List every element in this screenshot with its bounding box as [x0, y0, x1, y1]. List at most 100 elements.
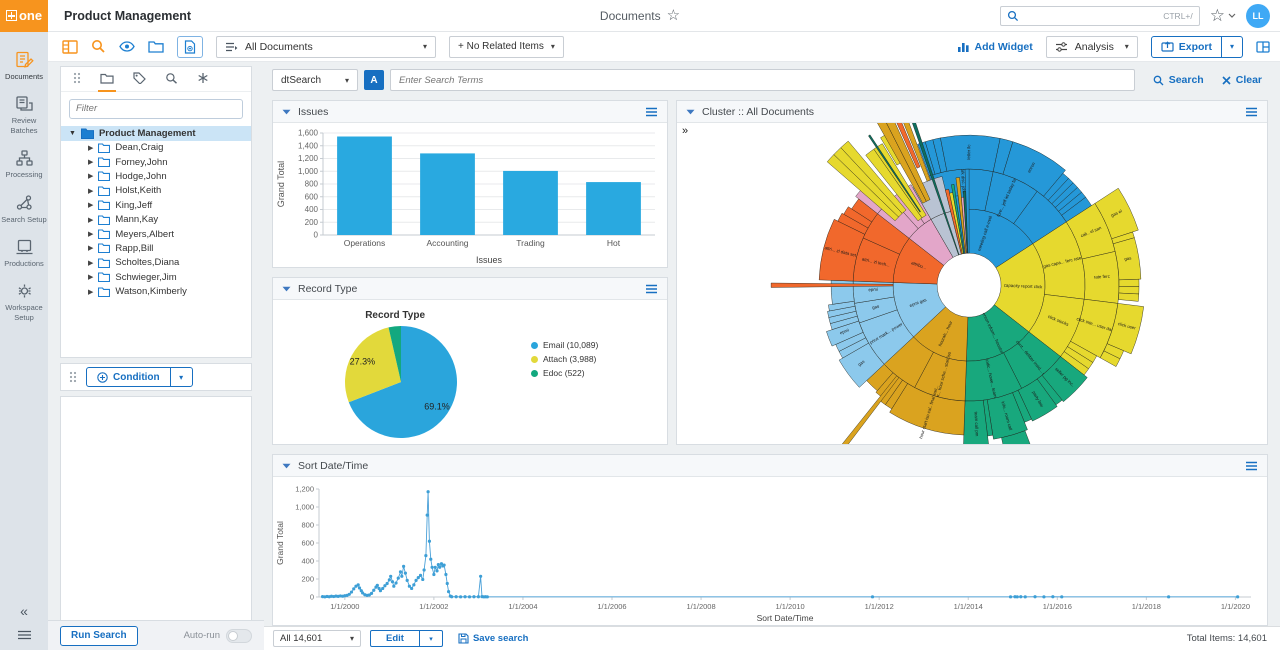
save-search-button[interactable]: Save search: [458, 633, 528, 644]
clear-button[interactable]: Clear: [1222, 74, 1262, 86]
caret-right-icon[interactable]: ▶: [88, 202, 94, 210]
documents-tab[interactable]: Documents ☆: [600, 8, 680, 23]
query-actions: Search Clear: [1141, 74, 1268, 86]
table-view-icon[interactable]: [62, 39, 78, 54]
widget-issues-header[interactable]: Issues: [273, 101, 667, 123]
condition-caret[interactable]: ▾: [179, 372, 184, 382]
export-button[interactable]: Export ▾: [1150, 35, 1243, 58]
add-condition-button[interactable]: Condition ▾: [86, 367, 193, 387]
related-items-dropdown[interactable]: + No Related Items ▾: [449, 35, 564, 58]
search-terms-input[interactable]: [390, 69, 1135, 91]
tree-folder-holst-keith[interactable]: ▶ Holst,Keith: [61, 184, 251, 198]
widget-menu-icon[interactable]: [1245, 107, 1258, 117]
drag-handle-icon[interactable]: [71, 67, 83, 92]
widget-menu-icon[interactable]: [1245, 461, 1258, 471]
caret-right-icon[interactable]: ▶: [88, 288, 94, 296]
tree-folder-schwieger-jim[interactable]: ▶ Schwieger,Jim: [61, 270, 251, 284]
filter-input[interactable]: [69, 98, 243, 119]
export-caret[interactable]: ▾: [1229, 42, 1234, 51]
sort-datetime-line-chart[interactable]: 0 200 400 600 800 1,000 1,200 1/1/2000 1/1/2002 1…: [273, 477, 1267, 625]
tree-folder-watson-kimberly[interactable]: ▶ Watson,Kimberly: [61, 284, 251, 298]
document-view-button[interactable]: [177, 35, 203, 58]
widget-cluster-header[interactable]: Cluster :: All Documents: [677, 101, 1267, 123]
caret-down-icon: ▾: [422, 42, 427, 51]
brand-logo[interactable]: one: [0, 0, 48, 32]
collapse-caret-icon[interactable]: [282, 286, 291, 292]
tree-folder-hodge-john[interactable]: ▶ Hodge,John: [61, 169, 251, 183]
result-count-dropdown[interactable]: All 14,601 ▾: [273, 630, 361, 647]
caret-down-icon[interactable]: ▼: [69, 129, 76, 137]
svg-text:1,200: 1,200: [298, 154, 319, 163]
widget-menu-icon[interactable]: [645, 107, 658, 117]
menu-icon[interactable]: [17, 630, 32, 640]
tree-folder-rapp-bill[interactable]: ▶ Rapp,Bill: [61, 241, 251, 255]
drag-handle-icon[interactable]: [69, 371, 77, 383]
collapse-rail-icon[interactable]: «: [20, 603, 28, 619]
cluster-sunburst-chart[interactable]: » meeting call e-mail work disc. john kin…: [677, 123, 1267, 444]
collapse-caret-icon[interactable]: [686, 109, 695, 115]
folder-view-icon[interactable]: [148, 40, 164, 53]
documents-toolbar: All Documents ▾ + No Related Items ▾ Add…: [48, 32, 1280, 62]
add-widget-button[interactable]: Add Widget: [957, 41, 1033, 53]
tree-folder-forney-john[interactable]: ▶ Forney,John: [61, 155, 251, 169]
caret-right-icon[interactable]: ▶: [88, 216, 94, 224]
search-engine-dropdown[interactable]: dtSearch ▾: [272, 69, 358, 91]
caret-right-icon[interactable]: ▶: [88, 144, 94, 152]
widget-cluster: Cluster :: All Documents » meeting call …: [676, 100, 1268, 445]
caret-right-icon[interactable]: ▶: [88, 173, 94, 181]
caret-right-icon[interactable]: ▶: [88, 231, 94, 239]
caret-right-icon[interactable]: ▶: [88, 245, 94, 253]
tab-clusters[interactable]: [195, 67, 211, 92]
widget-sort-header[interactable]: Sort Date/Time: [273, 455, 1267, 477]
caret-right-icon[interactable]: ▶: [88, 159, 94, 167]
search-button[interactable]: Search: [1153, 74, 1204, 86]
widget-menu-icon[interactable]: [645, 284, 658, 294]
pie-legend-item[interactable]: Attach (3,988): [531, 354, 598, 364]
sidebar-item-search-setup[interactable]: Search Setup: [0, 187, 48, 231]
user-avatar[interactable]: LL: [1246, 3, 1270, 28]
tab-folders[interactable]: [98, 67, 116, 92]
expand-icon[interactable]: »: [682, 125, 689, 137]
legend-dot: [531, 355, 538, 363]
view-eye-icon[interactable]: [119, 41, 135, 52]
edit-button[interactable]: Edit ▾: [370, 630, 443, 647]
tab-tags[interactable]: [131, 67, 148, 92]
pie-legend-item[interactable]: Email (10,089): [531, 340, 598, 350]
tree-folder-meyers-albert[interactable]: ▶ Meyers,Albert: [61, 227, 251, 241]
caret-right-icon[interactable]: ▶: [88, 274, 94, 282]
run-search-button[interactable]: Run Search: [60, 625, 138, 646]
tree-folder-mann-kay[interactable]: ▶ Mann,Kay: [61, 212, 251, 226]
sidebar-item-processing[interactable]: Processing: [0, 142, 48, 186]
global-search-input[interactable]: [1023, 10, 1159, 21]
collapse-caret-icon[interactable]: [282, 463, 291, 469]
tree-folder-scholtes-diana[interactable]: ▶ Scholtes,Diana: [61, 256, 251, 270]
tree-folder-dean-craig[interactable]: ▶ Dean,Craig: [61, 141, 251, 155]
tree-root-product-management[interactable]: ▼ Product Management: [61, 125, 251, 141]
analysis-dropdown[interactable]: Analysis ▾: [1045, 35, 1138, 58]
sidebar-item-documents[interactable]: Documents: [0, 44, 48, 88]
dictionary-button[interactable]: A: [364, 70, 384, 90]
issues-bar-chart[interactable]: 0 200 400 600 800 1,000 1,200 1,400 1,600 Operati…: [273, 123, 667, 267]
collapse-caret-icon[interactable]: [282, 109, 291, 115]
tree-folder-label: Watson,Kimberly: [115, 286, 187, 298]
search-view-icon[interactable]: [91, 39, 106, 54]
sidebar-item-review-batches[interactable]: Review Batches: [0, 88, 48, 142]
tab-saved-searches[interactable]: [163, 67, 180, 92]
favorites-star-icon[interactable]: ☆: [1209, 6, 1225, 25]
caret-right-icon[interactable]: ▶: [88, 259, 94, 267]
sidebar-item-productions[interactable]: Productions: [0, 231, 48, 275]
tree-folder-king-jeff[interactable]: ▶ King,Jeff: [61, 198, 251, 212]
svg-text:Grand Total: Grand Total: [275, 521, 285, 565]
sidebar-item-workspace-setup[interactable]: Workspace Setup: [0, 275, 48, 329]
global-search[interactable]: CTRL+/: [999, 5, 1200, 26]
favorite-star-icon[interactable]: ☆: [666, 7, 681, 24]
scope-dropdown[interactable]: All Documents ▾: [216, 35, 436, 58]
auto-run-toggle[interactable]: [226, 628, 252, 643]
edit-caret[interactable]: ▾: [429, 635, 433, 643]
pie-legend-item[interactable]: Edoc (522): [531, 368, 598, 378]
widget-record-header[interactable]: Record Type: [273, 278, 667, 300]
chevron-down-icon[interactable]: [1228, 13, 1236, 19]
layout-grid-icon[interactable]: [1256, 40, 1270, 53]
caret-right-icon[interactable]: ▶: [88, 187, 94, 195]
record-type-pie-chart[interactable]: Record Type Email (10,089) Attach (3,988)…: [273, 300, 667, 444]
